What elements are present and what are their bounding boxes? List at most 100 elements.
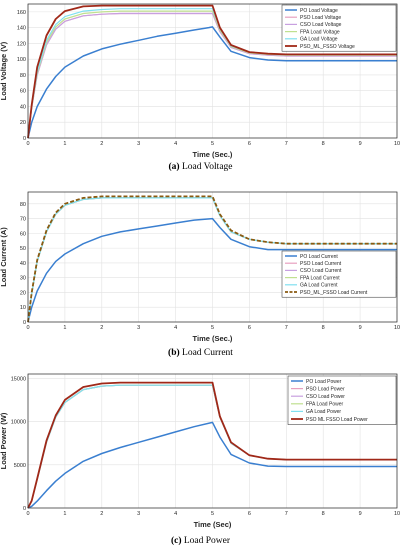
x-tick-label: 6 [248, 141, 251, 147]
legend-label: PO Load Current [300, 254, 338, 260]
legend-box [287, 375, 397, 425]
x-tick-label: 10 [394, 325, 400, 331]
legend-label: GA Load Power [306, 409, 341, 415]
legend-label: FPA Load Current [300, 275, 340, 281]
legend-label: PSO Load Voltage [300, 15, 341, 21]
legend-label: GA Load Current [300, 283, 338, 289]
series-line-po [27, 217, 397, 323]
x-tick-label: 3 [137, 141, 140, 147]
y-tick-label: 30 [20, 276, 26, 282]
x-tick-label: 8 [322, 511, 325, 517]
series-line-cso [27, 12, 397, 139]
caption-letter: (c) [170, 536, 182, 546]
axes-frame [27, 373, 398, 509]
x-tick-label: 0 [26, 325, 29, 331]
x-tick-label: 9 [359, 511, 362, 517]
x-tick-label: 0 [26, 511, 29, 517]
y-tick-label: 160 [17, 10, 26, 16]
y-tick-label: 60 [20, 231, 26, 237]
x-axis-label: Time (Sec) [194, 520, 232, 529]
caption-power: (c) Load Power [0, 536, 401, 546]
y-axis-label: Load Current (A) [0, 227, 8, 287]
y-tick-label: 5000 [14, 463, 26, 469]
y-axis-label: Load Voltage (V) [0, 41, 8, 100]
x-tick-label: 4 [174, 325, 177, 331]
legend-box [281, 250, 397, 298]
y-tick-label: 40 [20, 104, 26, 110]
legend-label: PSO_ML_FSSO Voltage [300, 44, 355, 50]
axes-frame [27, 3, 398, 139]
caption-letter: (b) [168, 348, 180, 358]
series-line-pso-ml-fsso [27, 4, 397, 139]
legend-label: PSO_ML_FSSO Load Current [300, 290, 368, 296]
caption-voltage: (a) Load Voltage [0, 162, 401, 172]
x-tick-label: 5 [211, 141, 214, 147]
x-tick-label: 5 [211, 511, 214, 517]
x-tick-label: 9 [359, 141, 362, 147]
y-tick-label: 20 [20, 120, 26, 126]
y-tick-label: 80 [20, 73, 26, 79]
caption-letter: (a) [168, 162, 180, 172]
y-axis-label: Load Power (W) [0, 412, 8, 469]
caption-text: Load Power [183, 536, 231, 546]
y-tick-label: 50 [20, 246, 26, 252]
series-line-pso-ml-fsso [27, 195, 397, 323]
x-tick-label: 10 [394, 511, 400, 517]
y-tick-label: 10 [20, 305, 26, 311]
x-tick-label: 9 [359, 325, 362, 331]
x-tick-label: 4 [174, 511, 177, 517]
legend-label: GA Load Voltage [300, 37, 338, 43]
y-tick-label: 0 [23, 136, 26, 142]
x-tick-label: 2 [100, 325, 103, 331]
y-tick-label: 0 [23, 320, 26, 326]
series-line-pso-ml-fsso [27, 381, 397, 509]
series-line-po [27, 26, 397, 139]
x-tick-label: 8 [322, 325, 325, 331]
power-chart: 0 1 2 3 4 5 6 7 8 9 10 0 5000 10000 15000 Time (Sec) Loa… [0, 373, 400, 529]
x-axis-label: Time (Sec.) [193, 334, 233, 343]
x-tick-label: 7 [285, 141, 288, 147]
y-tick-label: 80 [20, 202, 26, 208]
legend-label: PO Load Power [306, 379, 342, 385]
x-tick-label: 10 [394, 141, 400, 147]
caption-text: Load Voltage [181, 162, 233, 172]
x-tick-label: 1 [63, 325, 66, 331]
legend-label: FPA Load Power [306, 402, 343, 408]
x-tick-label: 5 [211, 325, 214, 331]
x-tick-label: 4 [174, 141, 177, 147]
x-tick-label: 7 [285, 511, 288, 517]
y-tick-label: 100 [17, 57, 26, 63]
legend-label: PSO ML FSSO Load Power [306, 417, 368, 423]
legend-label: PSO Load Current [300, 261, 342, 267]
y-tick-label: 10000 [11, 420, 26, 426]
x-tick-label: 3 [137, 325, 140, 331]
caption-current: (b) Load Current [0, 348, 401, 358]
legend-label: FPA Load Voltage [300, 29, 340, 35]
y-tick-label: 120 [17, 41, 26, 47]
legend-label: CSO Load Current [300, 268, 342, 274]
legend-label: PO Load Voltage [300, 8, 338, 14]
y-tick-label: 140 [17, 26, 26, 32]
axes-frame [27, 191, 398, 323]
legend-box [281, 4, 397, 52]
legend-label: CSO Load Power [306, 394, 345, 400]
x-tick-label: 2 [100, 511, 103, 517]
caption-text: Load Current [182, 348, 233, 358]
y-tick-label: 20 [20, 290, 26, 296]
legend-label: CSO Load Voltage [300, 22, 342, 28]
x-tick-label: 6 [248, 511, 251, 517]
x-tick-label: 3 [137, 511, 140, 517]
legend-label: PSO Load Power [306, 386, 345, 392]
chart-panel-voltage: 0 1 2 3 4 5 6 7 8 9 10 0 20 40 60 80 100 120 140 160 Time (S… [0, 0, 401, 160]
y-tick-label: 70 [20, 217, 26, 223]
y-tick-label: 15000 [11, 376, 26, 382]
y-tick-label: 0 [23, 506, 26, 512]
x-tick-label: 2 [100, 141, 103, 147]
x-tick-label: 0 [26, 141, 29, 147]
y-tick-label: 60 [20, 89, 26, 95]
chart-panel-current: 0 1 2 3 4 5 6 7 8 9 10 0 10 20 30 40 50 60 70 80 Time (Sec.)… [0, 186, 401, 346]
x-axis-label: Time (Sec.) [193, 150, 233, 159]
x-tick-label: 6 [248, 325, 251, 331]
x-tick-label: 1 [63, 141, 66, 147]
